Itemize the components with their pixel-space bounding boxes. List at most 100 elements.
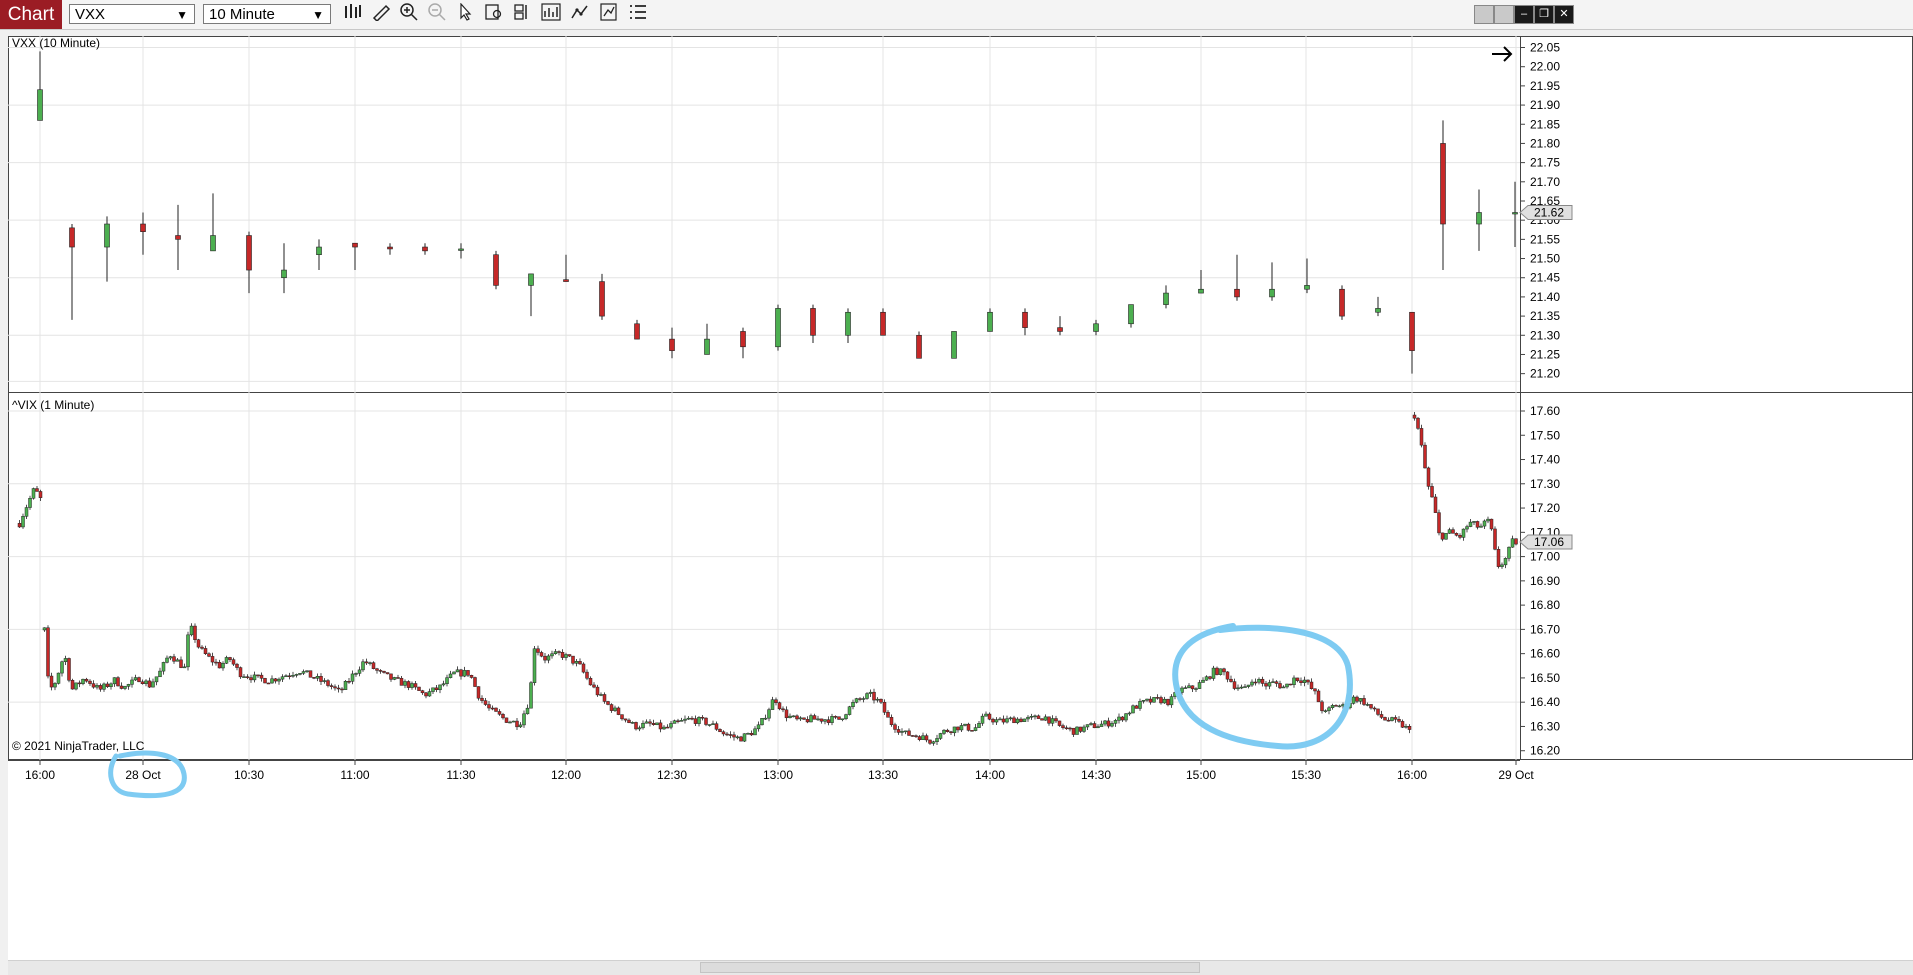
vix-candle-body [553, 651, 558, 655]
interval-select[interactable]: 10 Minute ▼ [203, 4, 331, 24]
vix-candle-body [564, 654, 568, 658]
zoom-in-icon[interactable] [397, 3, 421, 25]
horizontal-scrollbar[interactable] [8, 960, 1913, 975]
vix-candle-body [1468, 521, 1473, 527]
vix-candle-body [1404, 725, 1408, 728]
vix-candle-body [802, 717, 806, 720]
vix-candle-body [826, 719, 831, 723]
vix-candle-body [1138, 701, 1142, 709]
vix-candle-body [410, 683, 414, 688]
chevron-down-icon: ▼ [176, 8, 188, 22]
vix-candle-body [210, 656, 215, 663]
vix-candle-body [1419, 428, 1424, 446]
vxx-candle-body [1476, 212, 1482, 225]
vix-price-tick-label: 17.60 [1530, 404, 1560, 418]
strategies-icon[interactable] [568, 3, 592, 25]
instrument-select[interactable]: VXX ▼ [69, 4, 195, 24]
vix-candle-body [844, 714, 848, 720]
vix-candle-body [270, 678, 274, 684]
vix-candle-body [1096, 726, 1100, 729]
time-tick-label: 28 Oct [125, 768, 161, 782]
vix-candle-body [147, 680, 152, 688]
vix-price-tick-label: 16.80 [1530, 598, 1560, 612]
time-tick-label: 13:30 [868, 768, 898, 782]
time-tick-label: 12:00 [551, 768, 581, 782]
vxx-price-tick-label: 21.20 [1530, 367, 1560, 381]
vix-candle-body [256, 674, 260, 677]
vix-candle-body [613, 707, 617, 711]
vix-candle-body [847, 706, 852, 715]
vix-candle-body [1426, 467, 1431, 487]
vix-candle-body [21, 516, 25, 528]
vix-candle-body [207, 653, 211, 657]
vix-candle-body [739, 736, 743, 742]
chart-area[interactable]: 22.05 22.00 21.95 21.90 21.85 21.80 21.75 21.70… [8, 36, 1913, 970]
scrollbar-thumb[interactable] [700, 962, 1200, 973]
vix-candle-body [35, 488, 39, 492]
vix-candle-body [476, 686, 481, 699]
vix-candle-body [38, 491, 43, 498]
vix-candle-body [469, 675, 474, 678]
chevron-down-icon: ▼ [312, 8, 324, 22]
vix-candle-body [24, 507, 29, 517]
vix-candle-body [308, 670, 313, 678]
menu-icon[interactable] [626, 3, 650, 25]
vix-candle-body [508, 721, 512, 724]
vix-candle-body [441, 683, 446, 686]
vix-candle-body [557, 651, 561, 653]
bar-type-icon[interactable] [341, 3, 365, 25]
vix-candle-body [1029, 715, 1034, 718]
minimize-icon[interactable]: – [1514, 5, 1534, 24]
vix-candle-body [53, 683, 57, 688]
vix-candle-body [497, 711, 502, 715]
vix-candle-body [277, 678, 281, 682]
pencil-draw-icon[interactable] [369, 3, 393, 25]
vxx-price-tick-label: 21.95 [1530, 79, 1560, 93]
vxx-current-price-label: 21.62 [1534, 206, 1564, 220]
vix-candle-body [592, 684, 596, 688]
vix-candle-body [858, 698, 862, 700]
vix-candle-body [700, 716, 705, 719]
vix-candle-body [952, 726, 957, 734]
vix-candle-body [977, 723, 981, 728]
chart-canvas[interactable]: 22.05 22.00 21.95 21.90 21.85 21.80 21.75 21.70… [8, 36, 1913, 970]
vix-candle-body [732, 734, 736, 738]
pointer-icon[interactable] [453, 2, 477, 25]
vxx-current-price-marker [1519, 205, 1573, 220]
vix-candle-body [175, 659, 180, 662]
vix-candle-body [403, 681, 407, 686]
annotation-circle-date [108, 750, 187, 799]
data-box-icon[interactable] [482, 3, 506, 25]
chart-tab[interactable]: Chart [0, 0, 62, 29]
vix-candle-body [980, 715, 985, 724]
close-icon[interactable]: ✕ [1554, 5, 1574, 24]
vix-candle-body [179, 659, 183, 668]
properties-icon[interactable] [510, 3, 534, 25]
vix-candle-body [294, 674, 299, 676]
vix-candle-body [742, 733, 747, 742]
vix-candle-body [1197, 682, 1202, 689]
vix-candle-body [1316, 690, 1321, 703]
indicators-icon[interactable] [539, 3, 563, 25]
time-tick-label: 12:30 [657, 768, 687, 782]
vix-candle-body [1330, 705, 1335, 708]
vix-candle-body [669, 723, 673, 728]
vix-candle-body [1103, 720, 1107, 725]
vix-candle-body [620, 714, 624, 720]
vix-candle-body [1264, 683, 1268, 687]
restore-layout-icon[interactable] [1494, 5, 1514, 24]
templates-icon[interactable] [597, 3, 621, 25]
vix-candle-body [1489, 518, 1494, 530]
vix-candle-body [1278, 683, 1282, 689]
vix-candle-body [203, 648, 208, 654]
vix-candle-body [511, 720, 516, 723]
vix-candle-body [875, 698, 880, 701]
vix-candle-body [893, 724, 897, 730]
zoom-out-icon[interactable] [425, 3, 449, 25]
vix-candle-body [1022, 718, 1027, 722]
vix-candle-body [298, 673, 302, 675]
restore-layout-icon[interactable] [1474, 5, 1494, 24]
vix-candle-body [1225, 671, 1230, 680]
maximize-icon[interactable]: ❐ [1534, 5, 1554, 24]
vix-candle-body [1260, 678, 1265, 684]
